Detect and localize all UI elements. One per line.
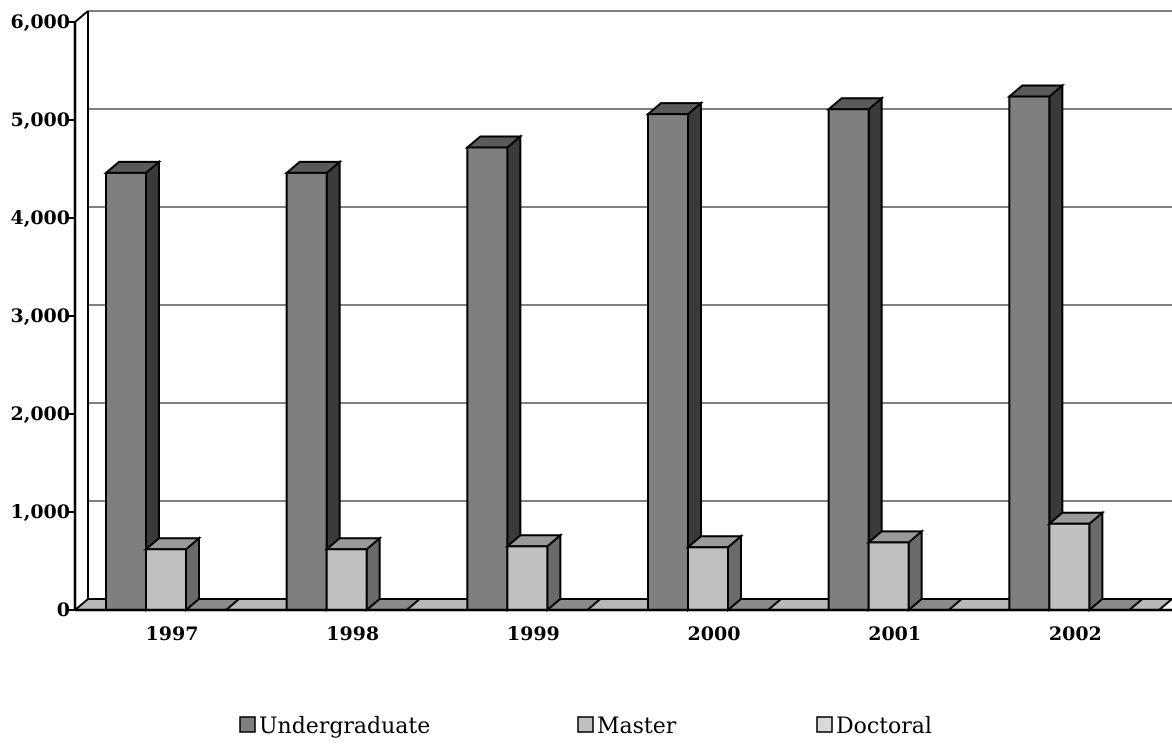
y-tick-label: 6,000 bbox=[11, 11, 71, 33]
bar-side bbox=[546, 533, 562, 613]
bar-master-2002 bbox=[1046, 510, 1106, 613]
bar-side bbox=[727, 534, 742, 613]
bar-front bbox=[687, 546, 729, 612]
legend-label: Master bbox=[597, 714, 677, 739]
y-tick-label: 1,000 bbox=[11, 501, 71, 523]
bar-front bbox=[1048, 522, 1091, 612]
y-axis-top bbox=[74, 10, 89, 23]
y-tick-label: 4,000 bbox=[11, 207, 71, 229]
legend-swatch bbox=[239, 716, 256, 733]
x-tick-label: 1997 bbox=[146, 623, 199, 645]
bar-master-1998 bbox=[323, 536, 383, 613]
bar-undergraduate-1999 bbox=[464, 134, 524, 613]
bar-undergraduate-1997 bbox=[103, 159, 162, 613]
x-tick-label: 1998 bbox=[326, 623, 379, 645]
floor-plane bbox=[72, 598, 1172, 611]
chart-floor bbox=[72, 598, 1172, 611]
bar-front bbox=[466, 146, 509, 611]
bar-front bbox=[647, 113, 689, 612]
bar-master-1999 bbox=[504, 533, 564, 613]
y-tick-label: 5,000 bbox=[11, 109, 71, 131]
legend-swatch bbox=[577, 716, 594, 733]
bar-undergraduate-1998 bbox=[283, 159, 343, 613]
bar-front bbox=[506, 545, 549, 611]
axes bbox=[67, 10, 1172, 612]
legend-label: Undergraduate bbox=[259, 714, 430, 739]
x-tick-label: 2000 bbox=[688, 623, 741, 645]
bar-undergraduate-2002 bbox=[1006, 83, 1066, 613]
bar-front bbox=[1008, 95, 1051, 612]
bars bbox=[103, 83, 1146, 613]
y-axis-tick-labels: 0 1,000 2,000 3,000 4,000 5,000 6,000 bbox=[11, 11, 71, 621]
y-tick-label: 3,000 bbox=[11, 305, 71, 327]
legend-item-master: Master bbox=[577, 714, 677, 739]
x-tick-label: 2001 bbox=[868, 623, 921, 645]
legend-item-doctoral: Doctoral bbox=[816, 714, 932, 739]
legend-swatch bbox=[816, 716, 833, 733]
legend-label: Doctoral bbox=[836, 714, 932, 739]
bar-front bbox=[145, 548, 187, 611]
bar-master-2001 bbox=[865, 529, 925, 613]
bar-side bbox=[1088, 510, 1104, 613]
x-axis-tick-labels: 1997 1998 1999 2000 2001 2002 bbox=[146, 623, 1102, 645]
bar-front bbox=[325, 548, 368, 611]
gridlines bbox=[88, 10, 1172, 502]
bar-front bbox=[105, 171, 147, 611]
bar-side bbox=[185, 536, 200, 613]
bar-undergraduate-2000 bbox=[645, 100, 704, 613]
legend-item-undergraduate: Undergraduate bbox=[239, 714, 430, 739]
bar-front bbox=[867, 541, 910, 612]
bar-side bbox=[365, 536, 381, 613]
bar-undergraduate-2001 bbox=[825, 96, 885, 613]
bar-side bbox=[687, 100, 702, 613]
bar-front bbox=[285, 171, 328, 611]
x-tick-label: 2002 bbox=[1049, 623, 1102, 645]
y-tick-label: 2,000 bbox=[11, 403, 71, 425]
legend: Undergraduate Master Doctoral bbox=[239, 714, 932, 739]
bar-master-1997 bbox=[143, 536, 202, 613]
x-tick-label: 1999 bbox=[507, 623, 560, 645]
bar-front bbox=[827, 108, 870, 611]
bar-master-2000 bbox=[685, 534, 744, 613]
bar-side bbox=[907, 529, 923, 613]
y-tick-label: 0 bbox=[57, 599, 70, 621]
